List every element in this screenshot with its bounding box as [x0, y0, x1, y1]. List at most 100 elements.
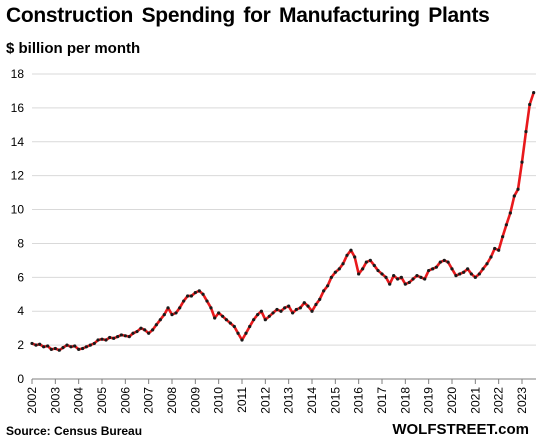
- marker-layer: [30, 91, 536, 352]
- data-point: [53, 346, 57, 351]
- data-point: [493, 246, 497, 251]
- data-point: [380, 272, 384, 276]
- data-point: [485, 262, 489, 266]
- data-point: [236, 331, 240, 335]
- data-point: [84, 345, 88, 349]
- data-point: [411, 277, 415, 281]
- data-point: [96, 338, 100, 342]
- x-tick-label: 2009: [188, 387, 202, 414]
- data-point: [512, 194, 516, 198]
- data-point: [466, 267, 470, 271]
- data-point: [57, 348, 61, 352]
- data-point: [508, 211, 512, 215]
- data-point: [384, 275, 388, 279]
- data-point: [240, 338, 244, 342]
- series-line: [30, 91, 535, 352]
- data-point: [283, 306, 287, 310]
- y-tick-label: 4: [17, 304, 24, 318]
- data-point: [419, 275, 423, 279]
- data-point: [182, 299, 186, 303]
- data-point: [399, 275, 403, 279]
- data-point: [186, 294, 190, 298]
- data-point: [267, 314, 271, 318]
- data-point: [423, 277, 427, 281]
- x-tick-label: 2007: [142, 387, 156, 414]
- data-point: [528, 102, 532, 107]
- data-point: [178, 306, 182, 310]
- data-point: [516, 187, 520, 191]
- data-point: [174, 311, 178, 315]
- y-tick-label: 16: [11, 101, 25, 115]
- x-tick-label: 2018: [398, 387, 412, 414]
- x-tick-label: 2016: [352, 387, 366, 414]
- x-tick-label: 2020: [445, 387, 459, 414]
- data-point: [271, 311, 275, 315]
- data-point: [306, 304, 310, 308]
- y-tick-label: 8: [17, 236, 24, 250]
- data-point: [221, 314, 225, 318]
- data-point: [104, 338, 108, 342]
- data-point: [403, 282, 407, 286]
- data-point: [65, 343, 69, 347]
- data-point: [438, 260, 442, 264]
- data-point: [396, 277, 400, 281]
- data-point: [147, 331, 151, 335]
- data-point: [291, 311, 295, 315]
- y-tick-label: 12: [11, 169, 25, 183]
- x-tick-label: 2012: [258, 387, 272, 414]
- data-point: [244, 331, 248, 335]
- data-point: [213, 316, 217, 320]
- data-point: [123, 334, 127, 338]
- data-point: [38, 342, 42, 346]
- data-point: [326, 284, 330, 288]
- data-point: [329, 275, 333, 279]
- y-tick-labels: 0 2 4 6 8 10 12 14 16 18: [11, 67, 25, 386]
- data-point: [127, 335, 131, 339]
- x-tick-label: 2008: [165, 387, 179, 414]
- data-point: [193, 290, 197, 295]
- data-point: [30, 341, 34, 346]
- x-tick-label: 2006: [118, 387, 132, 414]
- data-point: [108, 335, 112, 340]
- y-tick-label: 18: [11, 67, 25, 81]
- data-point: [143, 328, 147, 332]
- data-point: [462, 270, 466, 274]
- brand-label: WOLFSTREET.com: [392, 421, 529, 438]
- data-point: [151, 328, 155, 332]
- data-point: [349, 248, 353, 252]
- data-point: [259, 309, 263, 313]
- x-tick-label: 2015: [328, 387, 342, 414]
- data-point: [481, 267, 485, 271]
- data-point: [100, 337, 104, 341]
- data-point: [427, 268, 431, 273]
- data-point: [450, 267, 454, 271]
- data-point: [337, 267, 341, 271]
- x-tick-label: 2023: [515, 387, 529, 414]
- data-point: [392, 274, 396, 278]
- data-point: [88, 343, 92, 347]
- data-point: [116, 335, 120, 339]
- data-point: [473, 275, 477, 279]
- data-point: [170, 313, 174, 317]
- data-point: [434, 265, 438, 269]
- data-point: [256, 313, 260, 317]
- data-point: [34, 343, 38, 347]
- data-point: [252, 318, 256, 322]
- source-note: Source: Census Bureau: [6, 424, 143, 438]
- data-point: [139, 326, 143, 330]
- data-point: [345, 253, 349, 257]
- data-point: [364, 260, 368, 264]
- data-point: [135, 329, 139, 334]
- data-point: [228, 321, 232, 325]
- x-tick-label: 2011: [235, 387, 249, 413]
- y-tick-label: 10: [11, 203, 25, 217]
- data-point: [446, 260, 450, 264]
- data-point: [298, 306, 302, 310]
- y-tick-label: 6: [17, 270, 24, 284]
- x-tick-label: 2010: [212, 387, 226, 414]
- data-point: [431, 267, 435, 271]
- data-point: [376, 268, 380, 273]
- data-point: [504, 223, 508, 227]
- x-tick-label: 2013: [282, 387, 296, 414]
